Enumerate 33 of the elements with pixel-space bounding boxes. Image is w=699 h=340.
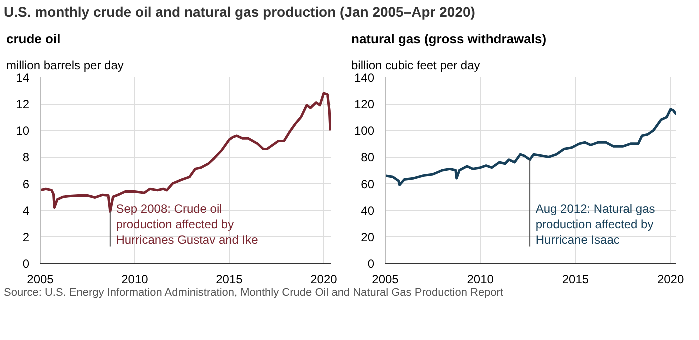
y-tick-label: 14 — [16, 71, 30, 85]
y-tick-label: 100 — [354, 124, 375, 138]
y-tick-label: 60 — [361, 177, 375, 192]
y-tick-label: 8 — [22, 150, 30, 165]
y-axis-title: billion cubic feet per day — [352, 58, 480, 72]
y-tick-label: 20 — [361, 230, 375, 244]
x-tick-label: 2010 — [122, 272, 149, 286]
y-tick-label: 6 — [22, 177, 30, 192]
chart-subtitle: natural gas (gross withdrawals) — [352, 32, 547, 46]
y-axis-title: million barrels per day — [6, 58, 124, 72]
y-tick-label: 4 — [22, 204, 30, 218]
y-tick-label: 0 — [368, 257, 375, 271]
y-tick-label: 80 — [361, 150, 375, 165]
annotation: Sep 2008: Crude oil production affected by Hurricanes Gustav and Ike — [116, 202, 259, 247]
annotation: Aug 2012: Natural gas production affected by Hurricane Isaac — [536, 202, 656, 247]
y-tick-label: 10 — [16, 124, 30, 138]
x-tick-label: 2010 — [467, 272, 494, 286]
y-tick-label: 12 — [16, 98, 30, 112]
x-tick-label: 2005 — [372, 272, 400, 286]
y-tick-label: 40 — [361, 204, 375, 218]
line-series — [386, 108, 676, 186]
y-tick-label: 0 — [22, 257, 30, 271]
x-tick-label: 2020 — [310, 272, 338, 286]
y-tick-label: 140 — [354, 71, 375, 85]
x-tick-label: 2015 — [216, 272, 244, 286]
source-note: Source: U.S. Energy Information Administration, Monthly Crude Oil and Natural Gas Production Report — [4, 286, 504, 301]
y-tick-label: 2 — [22, 230, 30, 244]
y-tick-label: 120 — [354, 98, 375, 112]
x-tick-label: 2020 — [657, 272, 684, 286]
x-tick-label: 2005 — [27, 272, 54, 286]
x-tick-label: 2015 — [562, 272, 590, 286]
chart-title: U.S. monthly crude oil and natural gas production (Jan 2005–Apr 2020) — [4, 3, 476, 22]
chart-subtitle: crude oil — [6, 32, 61, 46]
